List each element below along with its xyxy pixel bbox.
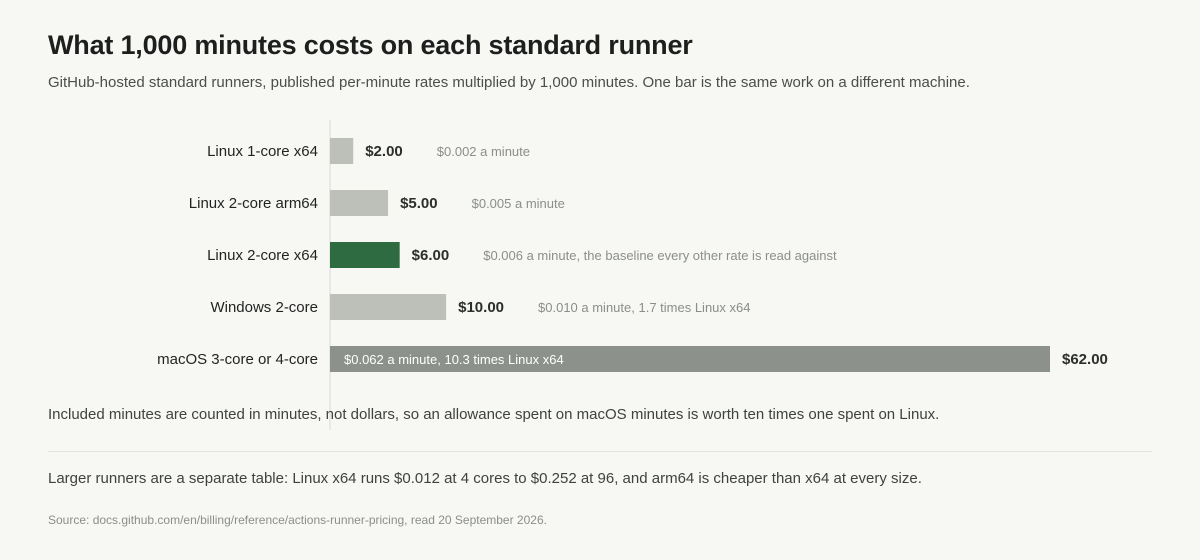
category-label: macOS 3-core or 4-core xyxy=(157,351,318,368)
category-label: Windows 2-core xyxy=(210,299,318,316)
category-label: Linux 2-core arm64 xyxy=(189,195,318,212)
source-note: Source: docs.github.com/en/billing/refer… xyxy=(48,513,547,527)
chart-subtitle: GitHub-hosted standard runners, publishe… xyxy=(48,74,970,91)
section-divider xyxy=(48,451,1152,452)
value-label: $10.00 xyxy=(458,299,504,316)
bar xyxy=(330,294,447,320)
chart-title: What 1,000 minutes costs on each standar… xyxy=(48,30,693,60)
bar-annotation: $0.062 a minute, 10.3 times Linux x64 xyxy=(344,352,564,367)
bar-annotation: $0.006 a minute, the baseline every othe… xyxy=(483,248,837,263)
bar xyxy=(330,346,1050,372)
bar xyxy=(330,138,354,164)
larger-runners-note: Larger runners are a separate table: Lin… xyxy=(48,470,922,487)
bar-annotation: $0.005 a minute xyxy=(472,196,565,211)
value-label: $2.00 xyxy=(365,143,403,160)
value-label: $6.00 xyxy=(412,247,450,264)
bar-chart: Linux 1-core x64 $2.00 $0.002 a minute Linu… xyxy=(157,120,1108,430)
bar xyxy=(330,242,400,268)
bar xyxy=(330,190,389,216)
value-label: $62.00 xyxy=(1062,351,1108,368)
bar-annotation: $0.002 a minute xyxy=(437,144,530,159)
category-label: Linux 1-core x64 xyxy=(207,143,318,160)
value-label: $5.00 xyxy=(400,195,438,212)
bar-annotation: $0.010 a minute, 1.7 times Linux x64 xyxy=(538,300,750,315)
category-label: Linux 2-core x64 xyxy=(207,247,318,264)
chart-footnote: Included minutes are counted in minutes,… xyxy=(48,406,940,423)
